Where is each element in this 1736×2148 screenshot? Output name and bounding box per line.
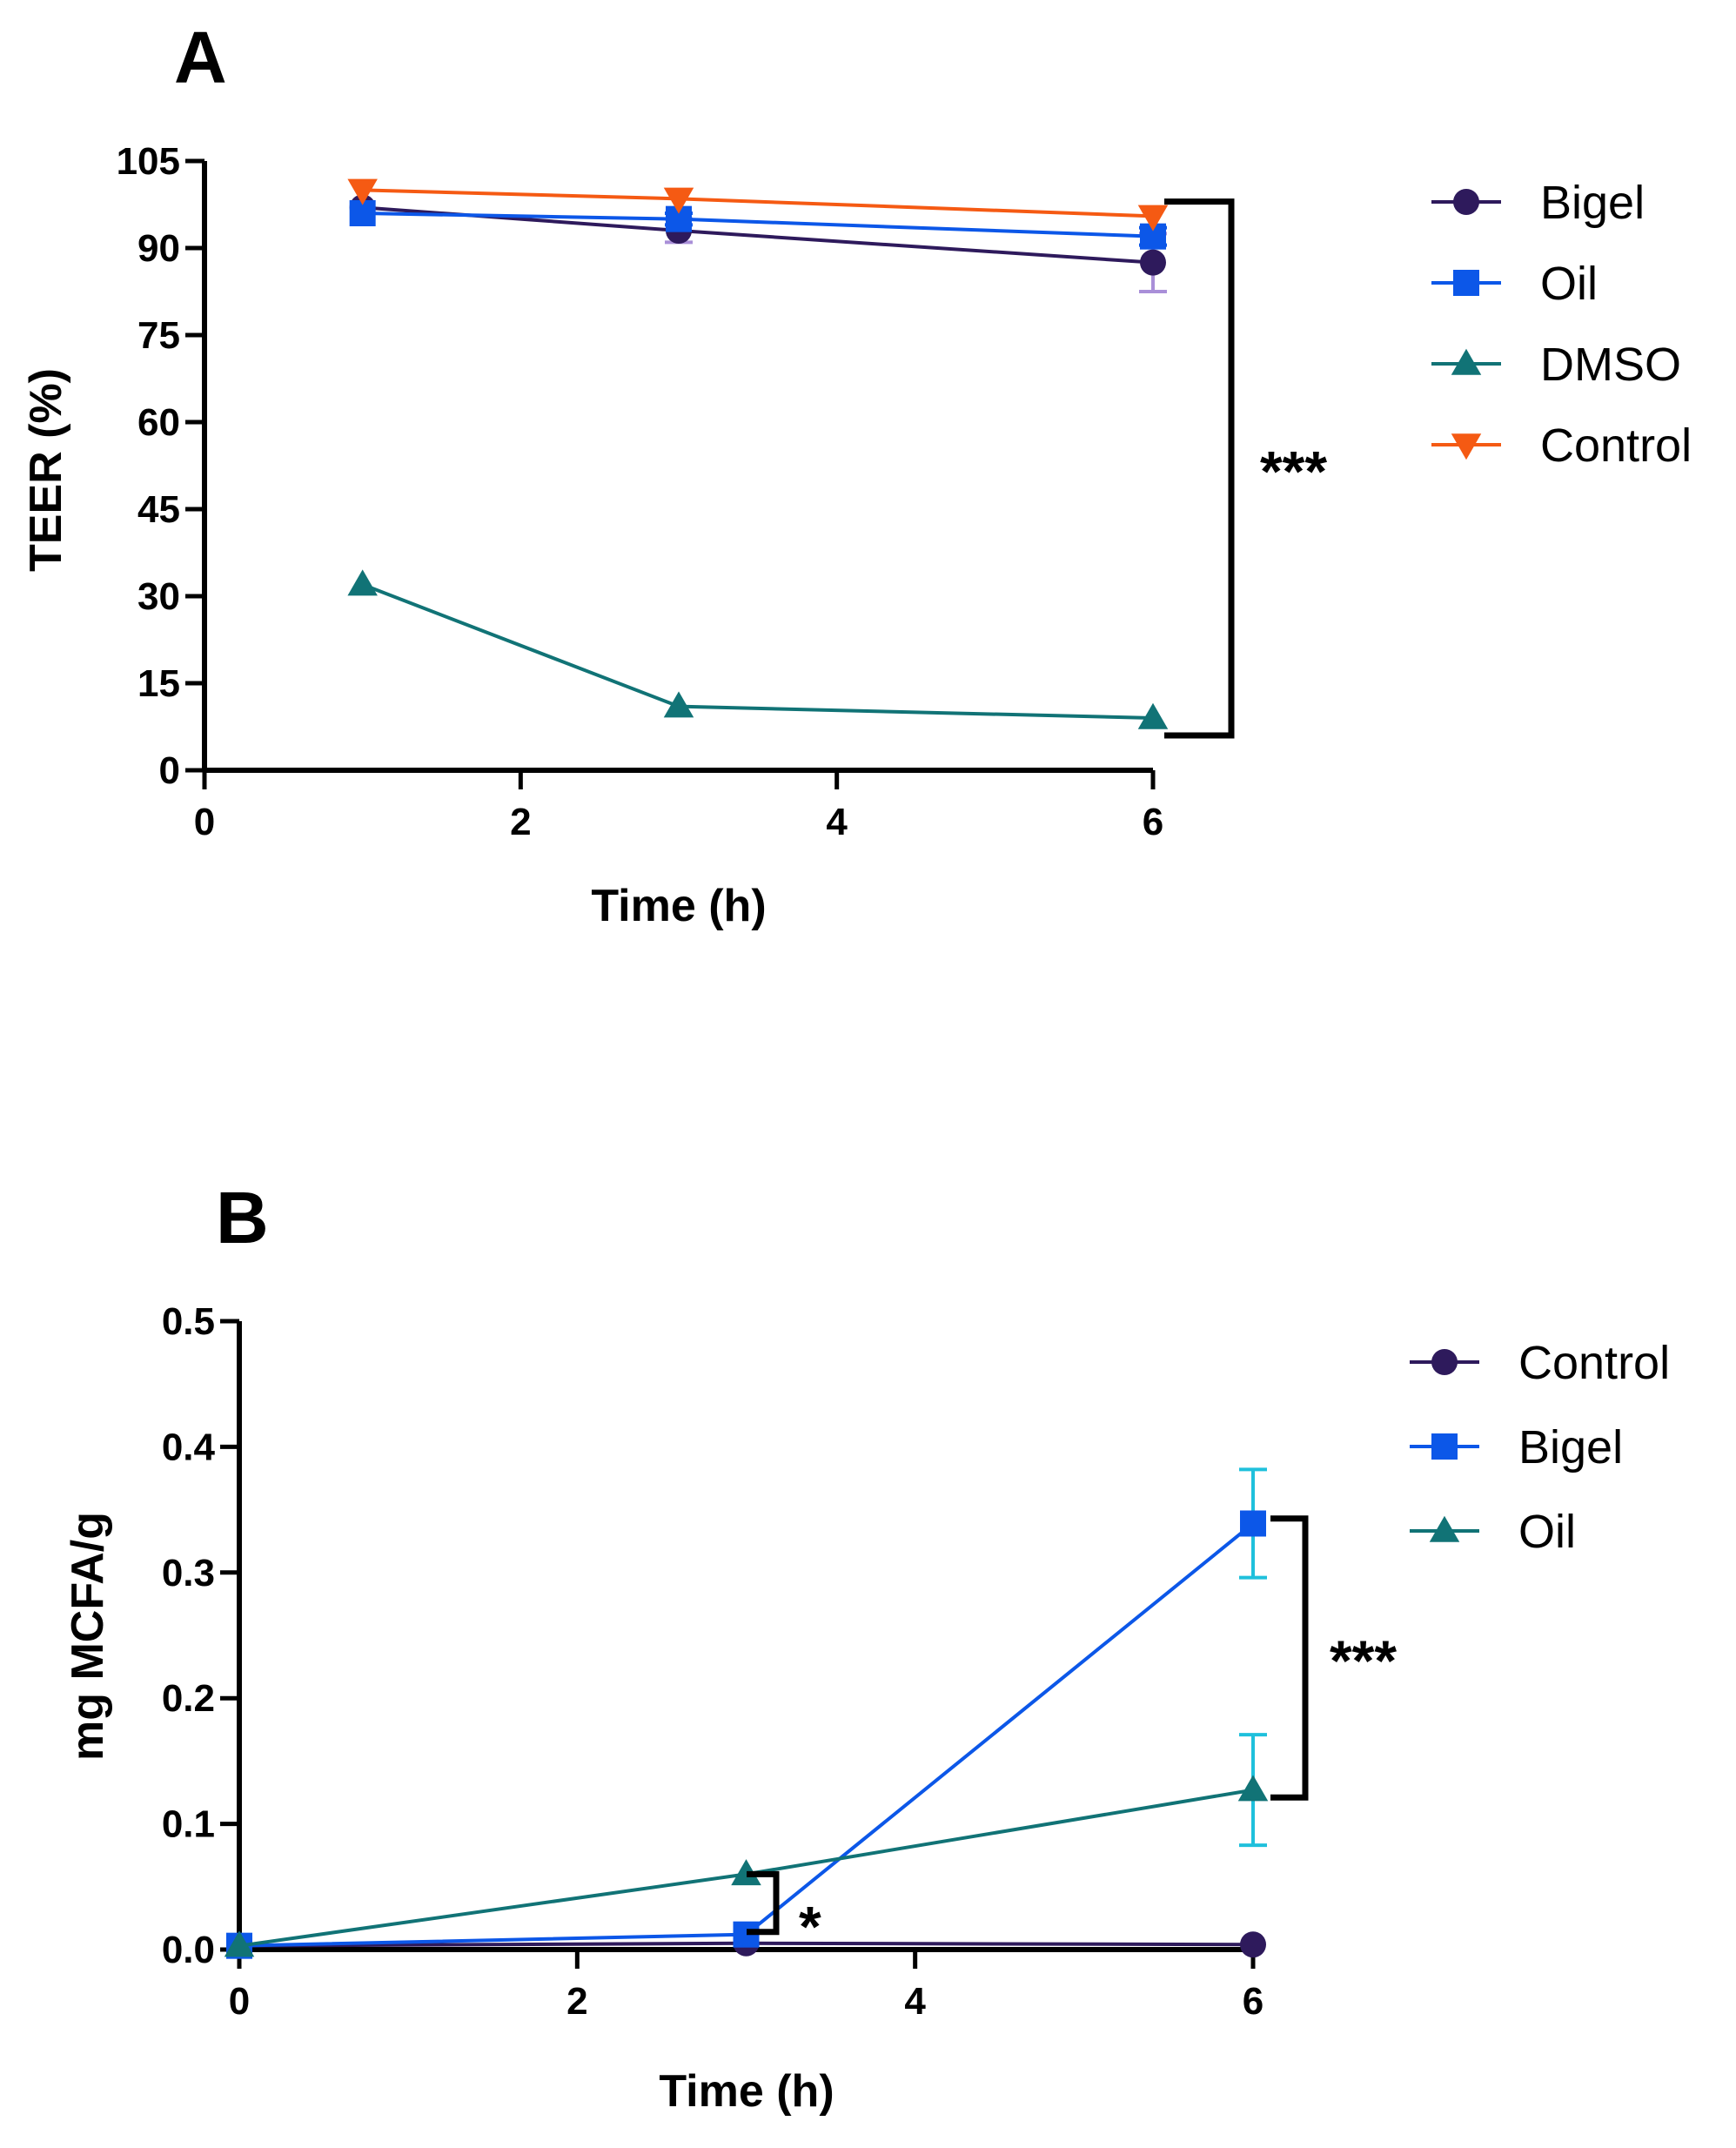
panel-b-legend-entry-control: Control [1518, 1337, 1670, 1389]
panel-b-point-bigel [1240, 1510, 1266, 1537]
panel-b-significance-bracket [1270, 1515, 1309, 1801]
panel-a-chart: A TEER (%) Time (h) 0 15 30 45 60 75 90 105 0 2 4 6… [21, 17, 1692, 931]
panel-a-point-bigel [1140, 249, 1166, 276]
panel-a-series-line-dmso [361, 582, 1154, 720]
panel-a-legend: Bigel Oil DMSO Control [1431, 177, 1692, 472]
panel-b-y-tick-label: 0.1 [162, 1803, 215, 1846]
panel-b-point-oil [731, 1859, 761, 1886]
panel-a-point-control [663, 187, 694, 214]
panel-a-point-control [1137, 205, 1169, 232]
panel-b-y-tick-label: 0.2 [162, 1677, 215, 1720]
panel-a-y-tick-label: 45 [137, 488, 180, 531]
panel-a-legend-marker-bigel [1453, 189, 1479, 215]
panel-a-y-tick-label: 75 [137, 314, 180, 357]
panel-a-point-dmso [1137, 702, 1169, 729]
panel-b-legend-marker-oil [1429, 1515, 1460, 1542]
panel-a-legend-marker-dmso [1451, 348, 1482, 375]
panel-b-x-tick-label: 0 [229, 1980, 250, 2023]
panel-a-series-line-oil [362, 211, 1154, 238]
panel-a-y-tick-label: 15 [137, 662, 180, 705]
panel-a-legend-marker-control [1451, 433, 1482, 460]
panel-b-y-axis-label: mg MCFA/g [63, 1512, 113, 1761]
panel-a-x-tick-label: 4 [826, 801, 848, 843]
panel-b-significance-label: *** [1330, 1628, 1397, 1693]
panel-a-point-dmso [347, 569, 378, 596]
panel-a-legend-entry-dmso: DMSO [1540, 339, 1681, 391]
panel-b-label: B [216, 1177, 269, 1259]
panel-a-y-axis-label: TEER (%) [21, 368, 71, 572]
panel-a-legend-marker-oil [1453, 270, 1479, 296]
panel-a-point-dmso [663, 691, 694, 718]
panel-b-significance: **** [747, 1515, 1397, 1959]
panel-a-legend-entry-oil: Oil [1540, 258, 1598, 310]
panel-b-point-oil [224, 1930, 255, 1957]
panel-b-point-oil [1237, 1775, 1269, 1802]
panel-a-y-tick-label: 30 [137, 575, 180, 618]
panel-b-point-control [1240, 1931, 1266, 1958]
panel-b-legend-entry-bigel: Bigel [1518, 1421, 1623, 1473]
panel-b-y-tick-label: 0.4 [162, 1426, 216, 1468]
panel-b-chart: B mg MCFA/g Time (h) 0.00.10.20.30.40.50… [63, 1177, 1670, 2117]
panel-b-y-tick-label: 0.3 [162, 1552, 215, 1594]
panel-a-y-tick-label: 60 [137, 401, 180, 444]
panel-b-legend: Control Bigel Oil [1410, 1337, 1670, 1558]
panel-b-series [224, 1467, 1269, 1959]
panel-b-legend-marker-bigel [1431, 1433, 1458, 1460]
panel-b-x-tick-label: 6 [1243, 1980, 1263, 2023]
panel-a-series-line-control [362, 188, 1154, 218]
panel-a-significance-bracket [1164, 198, 1235, 739]
panel-a-x-tick-label: 6 [1143, 801, 1163, 843]
panel-a-x-tick-label: 0 [194, 801, 215, 843]
panel-b-significance-bracket [747, 1870, 780, 1936]
panel-b-legend-marker-control [1431, 1349, 1458, 1375]
panel-b-y-tick-label: 0.0 [162, 1929, 215, 1971]
panel-a-significance-label: *** [1260, 439, 1327, 503]
panel-b-x-tick-label: 4 [904, 1980, 926, 2023]
panel-a-axes: 0 15 30 45 60 75 90 105 0 2 4 6 [117, 140, 1164, 843]
panel-a-point-control [347, 178, 378, 205]
panel-b-x-axis-label: Time (h) [659, 2066, 834, 2117]
panel-a-legend-entry-control: Control [1540, 420, 1692, 472]
panel-b-y-tick-label: 0.5 [162, 1300, 215, 1343]
panel-a-y-tick-label: 105 [117, 140, 180, 183]
panel-a-significance: *** [1164, 198, 1327, 739]
panel-b-legend-entry-oil: Oil [1518, 1506, 1576, 1558]
panel-a-label: A [174, 17, 227, 98]
panel-a-legend-entry-bigel: Bigel [1540, 177, 1645, 229]
panel-a-x-axis-label: Time (h) [591, 881, 766, 931]
panel-b-axes: 0.0 0.1 0.2 0.3 0.4 0.5 0 2 4 6 [162, 1300, 1263, 2023]
panel-a-y-tick-label: 0 [159, 749, 180, 792]
panel-a-series [347, 178, 1169, 729]
panel-a-y-tick-label: 90 [137, 227, 180, 270]
panel-b-x-tick-label: 2 [566, 1980, 587, 2023]
panel-b-significance-label: * [799, 1895, 821, 1959]
panel-a-x-tick-label: 2 [510, 801, 531, 843]
